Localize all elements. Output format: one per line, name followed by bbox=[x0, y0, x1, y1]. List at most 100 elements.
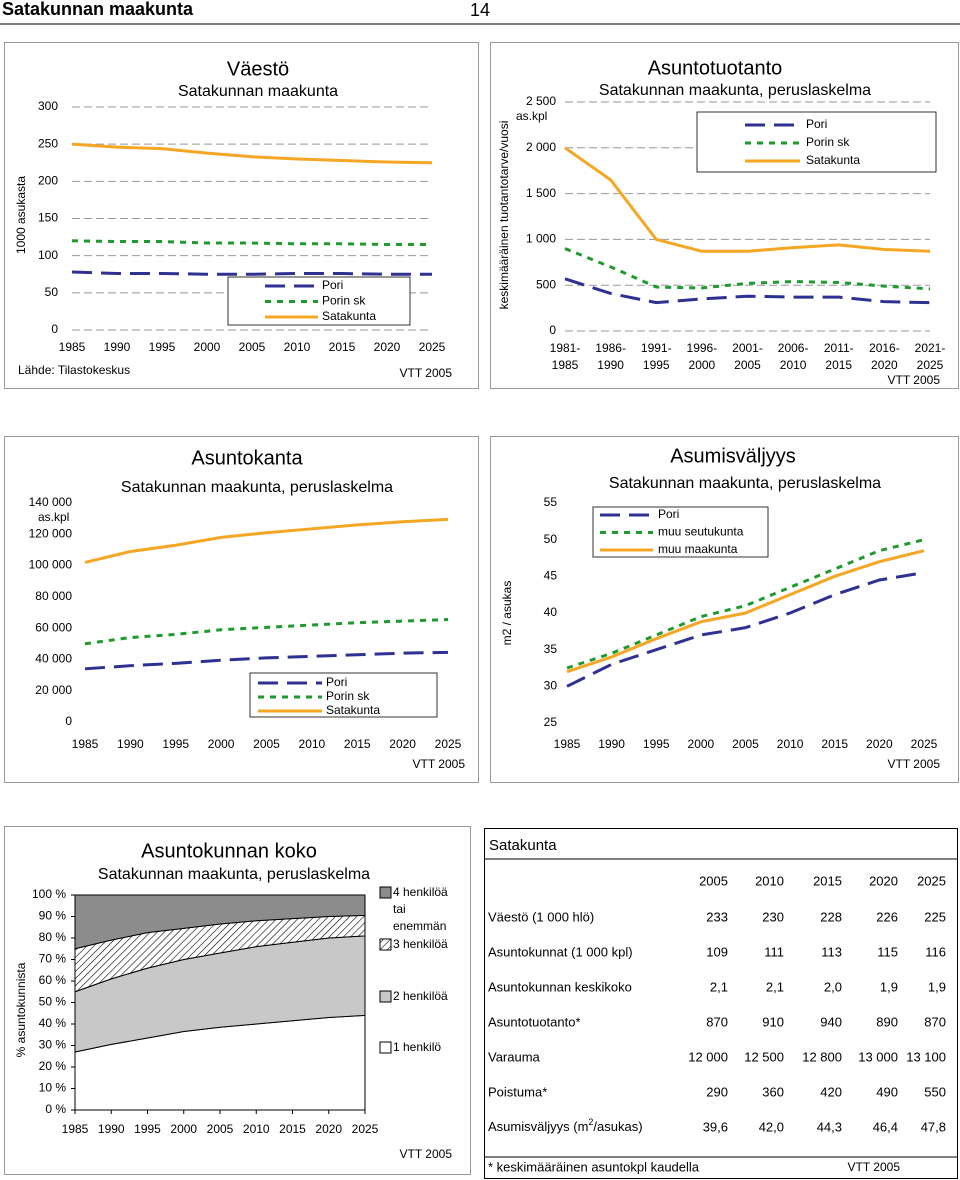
credit: VTT 2005 bbox=[400, 1147, 453, 1161]
cell: 225 bbox=[924, 909, 946, 924]
y-tick-label: 60 000 bbox=[35, 620, 72, 634]
x-tick-label: 1990 bbox=[98, 1122, 125, 1136]
panel bbox=[490, 42, 959, 389]
cell: 2,1 bbox=[766, 979, 784, 994]
source: Lähde: Tilastokeskus bbox=[18, 363, 130, 377]
x-tick-label: 2025 bbox=[419, 340, 446, 354]
x-tick-label: 2005 bbox=[239, 340, 266, 354]
x-tick-label: 1995 bbox=[162, 737, 189, 751]
credit: VTT 2005 bbox=[848, 1160, 901, 1174]
y-tick-label: 60 % bbox=[39, 973, 67, 987]
cell: 550 bbox=[924, 1084, 946, 1099]
y-tick-label: 0 bbox=[51, 322, 58, 336]
legend-label: muu maakunta bbox=[658, 542, 738, 556]
x-tick-label: 2011-2015 bbox=[824, 341, 854, 372]
series-line bbox=[566, 549, 925, 674]
credit: VTT 2005 bbox=[888, 373, 941, 387]
y-tick-label: 250 bbox=[38, 136, 58, 150]
y-tick-label: 20 % bbox=[39, 1059, 67, 1073]
x-tick-label: 1995 bbox=[149, 340, 176, 354]
legend-label: muu seutukunta bbox=[658, 525, 744, 539]
y-tick-label: 0 % bbox=[45, 1102, 66, 1116]
row-label: Poistuma* bbox=[488, 1084, 547, 1099]
legend-swatch bbox=[379, 990, 392, 1003]
x-tick-label: 2006-2010 bbox=[778, 341, 809, 372]
legend-label: 4 henkilöä tai enemmän bbox=[393, 885, 451, 933]
y-tick-label: 100 % bbox=[32, 887, 66, 901]
y-tick-label: 150 bbox=[38, 211, 58, 225]
x-tick-label: 2020 bbox=[374, 340, 401, 354]
series-line bbox=[566, 538, 925, 670]
y-tick-label: 120 000 bbox=[29, 526, 73, 540]
cell: 47,8 bbox=[921, 1119, 946, 1134]
y-tick-label: 2 500 bbox=[526, 94, 556, 108]
y-tick-label: 300 bbox=[38, 99, 58, 113]
cell: 115 bbox=[877, 944, 898, 959]
y-axis-label: 1000 asukasta bbox=[14, 176, 28, 254]
x-tick-label: 2005 bbox=[732, 737, 759, 751]
page-number: 14 bbox=[470, 0, 490, 20]
chart-subtitle: Satakunnan maakunta, peruslaskelma bbox=[599, 82, 871, 99]
series-line bbox=[564, 247, 931, 291]
legend-box bbox=[227, 276, 411, 326]
series-line bbox=[71, 270, 432, 276]
cell: 230 bbox=[762, 909, 784, 924]
y-tick-label: 50 % bbox=[39, 995, 67, 1009]
x-tick-label: 1991-1995 bbox=[641, 341, 672, 372]
cell: 12 800 bbox=[802, 1049, 842, 1064]
x-tick-label: 2015 bbox=[821, 737, 848, 751]
panel bbox=[490, 436, 959, 783]
legend-label: Pori bbox=[806, 117, 827, 131]
credit: VTT 2005 bbox=[888, 757, 941, 771]
legend-label: Satakunta bbox=[806, 153, 860, 167]
cell: 13 000 bbox=[858, 1049, 898, 1064]
chart-title: Väestö bbox=[227, 58, 289, 80]
y-axis-label: m2 / asukas bbox=[500, 581, 514, 646]
legend-swatch bbox=[379, 1041, 392, 1054]
legend-label: Pori bbox=[658, 507, 679, 521]
legend-label: Porin sk bbox=[806, 135, 850, 149]
credit: VTT 2005 bbox=[400, 366, 453, 380]
y-tick-label: 40 bbox=[544, 605, 558, 619]
cell: 228 bbox=[820, 909, 842, 924]
x-tick-label: 1995 bbox=[134, 1122, 161, 1136]
y-tick-label: 80 % bbox=[39, 930, 67, 944]
x-tick-label: 2000 bbox=[194, 340, 221, 354]
series-line bbox=[566, 571, 925, 688]
cell: 233 bbox=[706, 909, 728, 924]
panel bbox=[4, 42, 479, 389]
x-tick-label: 2020 bbox=[389, 737, 416, 751]
x-tick-label: 2015 bbox=[279, 1122, 306, 1136]
series-line bbox=[84, 517, 449, 564]
y-tick-label: 40 000 bbox=[35, 652, 72, 666]
y-tick-label: 45 bbox=[544, 569, 558, 583]
y-tick-label: 50 bbox=[544, 532, 558, 546]
cell: 12 500 bbox=[744, 1049, 784, 1064]
y-tick-label: 35 bbox=[544, 642, 558, 656]
cell: 890 bbox=[876, 1014, 898, 1029]
x-tick-label: 2020 bbox=[315, 1122, 342, 1136]
series-line bbox=[84, 618, 449, 646]
x-tick-label: 2000 bbox=[208, 737, 235, 751]
plot-frame bbox=[74, 894, 366, 1111]
column-header: 2010 bbox=[755, 873, 784, 888]
x-tick-label: 2000 bbox=[688, 737, 715, 751]
cell: 910 bbox=[762, 1014, 784, 1029]
y-tick-label: 1 000 bbox=[526, 232, 556, 246]
column-header: 2015 bbox=[813, 873, 842, 888]
y-tick-label: 40 % bbox=[39, 1016, 67, 1030]
x-tick-label: 2025 bbox=[352, 1122, 379, 1136]
y-tick-label: 50 bbox=[45, 285, 59, 299]
y-tick-label: 1 500 bbox=[526, 186, 556, 200]
chart-title: Asumisväljyys bbox=[670, 445, 796, 467]
chart-subtitle: Satakunnan maakunta, peruslaskelma bbox=[98, 866, 370, 883]
x-tick-label: 1986-1990 bbox=[595, 341, 626, 372]
x-tick-label: 1995 bbox=[643, 737, 670, 751]
x-tick-label: 1985 bbox=[62, 1122, 89, 1136]
x-tick-label: 2020 bbox=[866, 737, 893, 751]
x-tick-label: 2001-2005 bbox=[732, 341, 763, 372]
x-tick-label: 2025 bbox=[911, 737, 938, 751]
cell: 290 bbox=[706, 1084, 728, 1099]
column-header: 2005 bbox=[699, 873, 728, 888]
column-header: 2025 bbox=[917, 873, 946, 888]
